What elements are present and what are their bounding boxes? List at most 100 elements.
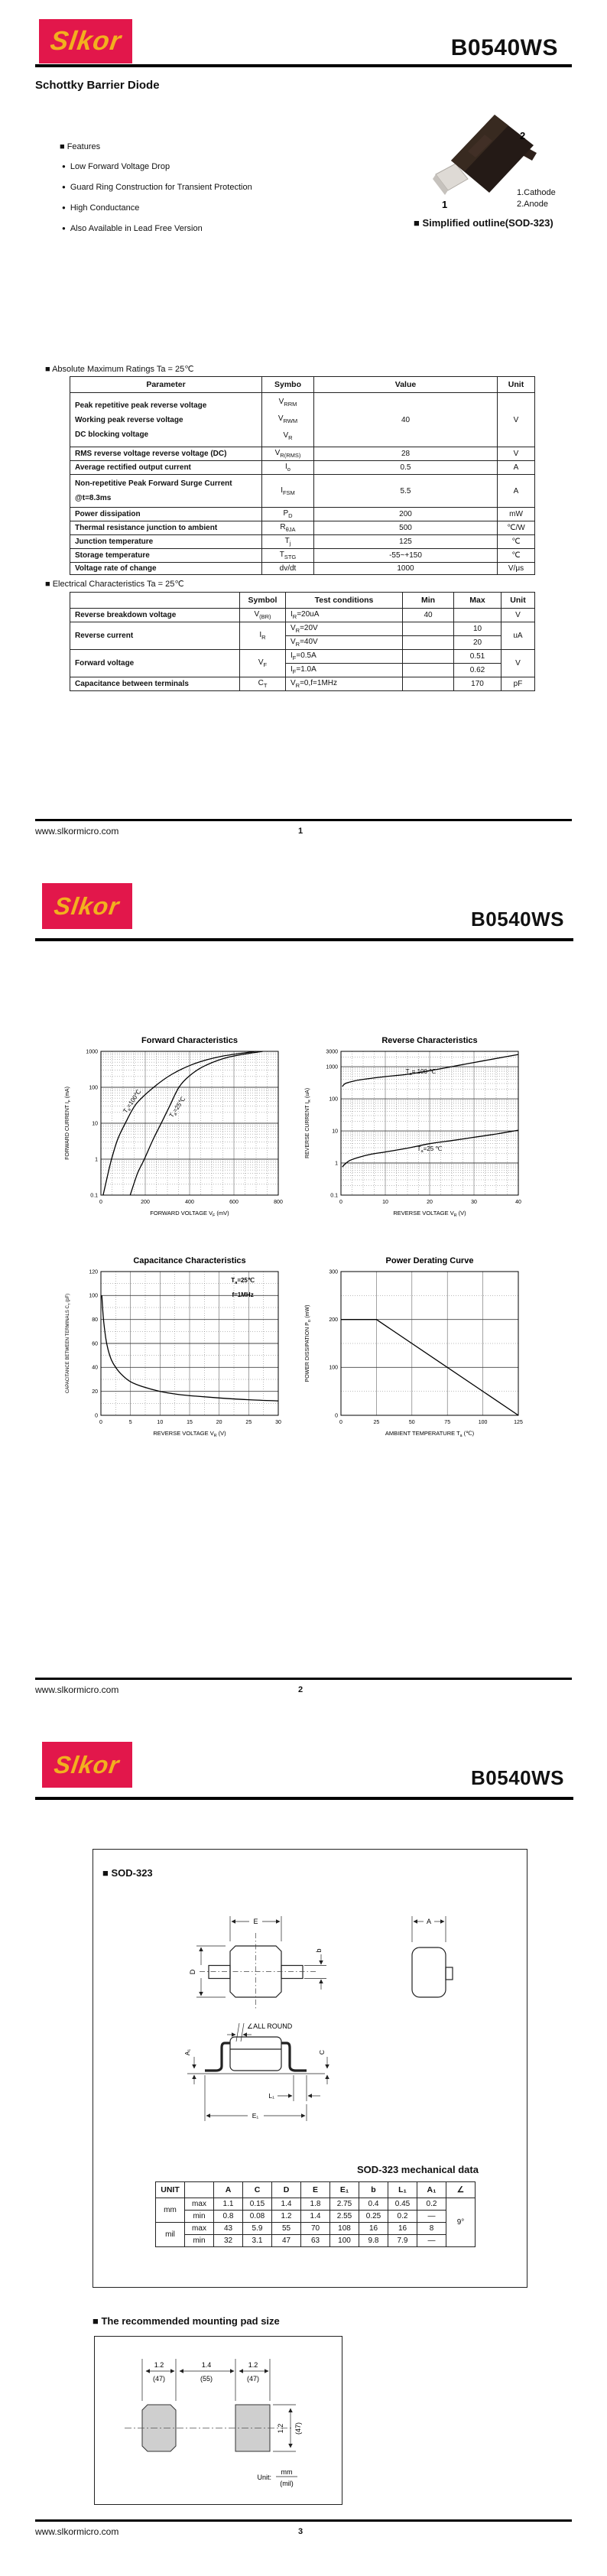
table-cell: 16 xyxy=(388,2222,417,2235)
table-cell: V xyxy=(501,608,535,622)
feature-text: Low Forward Voltage Drop xyxy=(70,162,170,171)
table-cell: 28 xyxy=(313,447,498,461)
svg-text:75: 75 xyxy=(444,1420,450,1425)
footer-website: www.slkormicro.com xyxy=(35,1684,119,1695)
table-cell: min xyxy=(184,2210,214,2223)
footer-rule xyxy=(35,819,572,821)
table-cell: uA xyxy=(501,622,535,650)
lead-1 xyxy=(435,163,469,191)
table-cell: ℃/W xyxy=(497,521,535,535)
svg-text:10: 10 xyxy=(92,1121,98,1126)
table-cell: 0.4 xyxy=(359,2198,388,2211)
table-cell: 0.45 xyxy=(388,2198,417,2211)
table-cell: ℃ xyxy=(497,534,535,549)
data-table: Symbol Test conditions Min Max Unit Reverse b… xyxy=(70,592,535,691)
svg-text:1000: 1000 xyxy=(326,1064,338,1070)
dim-label-E1: E₁ xyxy=(252,2112,259,2120)
svg-text:25: 25 xyxy=(374,1420,380,1425)
svg-text:FORWARD CURRENT IF (mA): FORWARD CURRENT IF (mA) xyxy=(65,1087,72,1160)
table-cell: 16 xyxy=(359,2222,388,2235)
table-cell: mm xyxy=(155,2198,185,2223)
table-header-cell: Parameter xyxy=(70,376,262,393)
svg-text:0: 0 xyxy=(95,1413,98,1418)
svg-text:300: 300 xyxy=(329,1269,338,1275)
svg-text:200: 200 xyxy=(141,1200,150,1205)
table-cell: -55~+150 xyxy=(313,548,498,563)
header-rule xyxy=(35,64,572,67)
slkor-logo-text: Slkor xyxy=(48,26,124,56)
footer-page-number: 1 xyxy=(298,827,304,836)
table-cell: V(BR) xyxy=(239,608,286,622)
part-number: B0540WS xyxy=(450,35,558,60)
svg-text:Ta=25℃: Ta=25℃ xyxy=(231,1277,255,1285)
table-cell: 7.9 xyxy=(388,2234,417,2247)
table-header-cell xyxy=(184,2181,214,2198)
table-cell: Power dissipation xyxy=(70,507,262,521)
pin-1-label: 1 xyxy=(442,199,447,210)
svg-text:40: 40 xyxy=(92,1366,98,1371)
feature-item: ● High Conductance xyxy=(62,203,139,213)
outline-caption: ■ Simplified outline(SOD-323) xyxy=(414,217,553,229)
table-header-cell: C xyxy=(242,2181,272,2198)
svg-text:1: 1 xyxy=(335,1161,338,1166)
svg-text:20: 20 xyxy=(427,1200,433,1205)
table-cell: — xyxy=(417,2210,446,2223)
table-cell: 1000 xyxy=(313,562,498,575)
table-header-cell: L₁ xyxy=(388,2181,417,2198)
dim-label-E: E xyxy=(253,1918,258,1925)
table-cell: 0.5 xyxy=(313,460,498,475)
slkor-logo: Slkor xyxy=(39,19,132,63)
table-cell: 0.08 xyxy=(242,2210,272,2223)
table-cell: 3.1 xyxy=(242,2234,272,2247)
table-cell: 100 xyxy=(329,2234,359,2247)
table-header-cell: Unit xyxy=(497,376,535,393)
svg-text:0.1: 0.1 xyxy=(330,1193,338,1198)
table-cell: 5.5 xyxy=(313,474,498,508)
table-cell: 0.2 xyxy=(417,2198,446,2211)
pad-dim-right-mm: 1.2 xyxy=(248,2361,258,2369)
table-cell: 5.9 xyxy=(242,2222,272,2235)
svg-text:100: 100 xyxy=(89,1085,98,1090)
table-cell: A xyxy=(497,460,535,475)
table-cell: Junction temperature xyxy=(70,534,262,549)
power-derating-curve-chart: Power Derating Curve 0 25 50 75 100 125 0 100 200… xyxy=(305,1256,523,1438)
table-cell: 125 xyxy=(313,534,498,549)
svg-text:REVERSE VOLTAGE VR (V): REVERSE VOLTAGE VR (V) xyxy=(153,1430,226,1438)
table-header-cell: Value xyxy=(313,376,498,393)
table-cell: 47 xyxy=(271,2234,301,2247)
svg-text:10: 10 xyxy=(157,1420,163,1425)
mounting-pad-drawing: 1.2 (47) 1.4 (55) 1.2 (47) 1.2 (47) Unit… xyxy=(125,2359,302,2487)
table-header-cell: D xyxy=(271,2181,301,2198)
table-header-cell: b xyxy=(359,2181,388,2198)
table-cell: Io xyxy=(261,460,314,475)
table-header-cell: E₁ xyxy=(329,2181,359,2198)
reverse-characteristics-chart: Reverse Characteristics 0 10 20 30 40 0.1 1 10 10… xyxy=(305,1036,521,1218)
table-header-cell: Symbol xyxy=(239,592,286,609)
svg-text:50: 50 xyxy=(409,1420,415,1425)
table-cell: Peak repetitive peak reverse voltage Work… xyxy=(70,392,262,447)
table-cell: 40 xyxy=(402,608,454,622)
svg-text:30: 30 xyxy=(471,1200,477,1205)
table-cell xyxy=(402,635,454,650)
svg-text:25: 25 xyxy=(245,1420,252,1425)
table-cell: IR=20uA xyxy=(285,608,403,622)
table-cell: V xyxy=(497,392,535,447)
part-number: B0540WS xyxy=(471,1766,564,1789)
table-cell: mW xyxy=(497,507,535,521)
pad-unit-numerator: mm xyxy=(281,2468,293,2476)
table-cell: 2.55 xyxy=(329,2210,359,2223)
sod-323-heading: ■ SOD-323 xyxy=(102,1867,153,1879)
table-header-cell: ∠ xyxy=(446,2181,476,2198)
table-cell: IF=0.5A xyxy=(285,649,403,664)
svg-text:0: 0 xyxy=(339,1420,342,1425)
centerlines xyxy=(200,1933,316,2010)
sod-323-drawing: E D b A A₁ C L₁ E₁ xyxy=(183,1916,453,2121)
device-subtitle: Schottky Barrier Diode xyxy=(35,79,160,92)
table-cell: min xyxy=(184,2234,214,2247)
page-3: Slkor B0540WS ■ SOD-323 xyxy=(0,1717,607,2576)
feature-text: Guard Ring Construction for Transient Pr… xyxy=(70,183,252,192)
profile-view-body xyxy=(205,2036,307,2072)
pad-dim-left-mm: 1.2 xyxy=(154,2361,164,2369)
table-cell: Capacitance between terminals xyxy=(70,677,240,691)
svg-text:800: 800 xyxy=(274,1200,283,1205)
